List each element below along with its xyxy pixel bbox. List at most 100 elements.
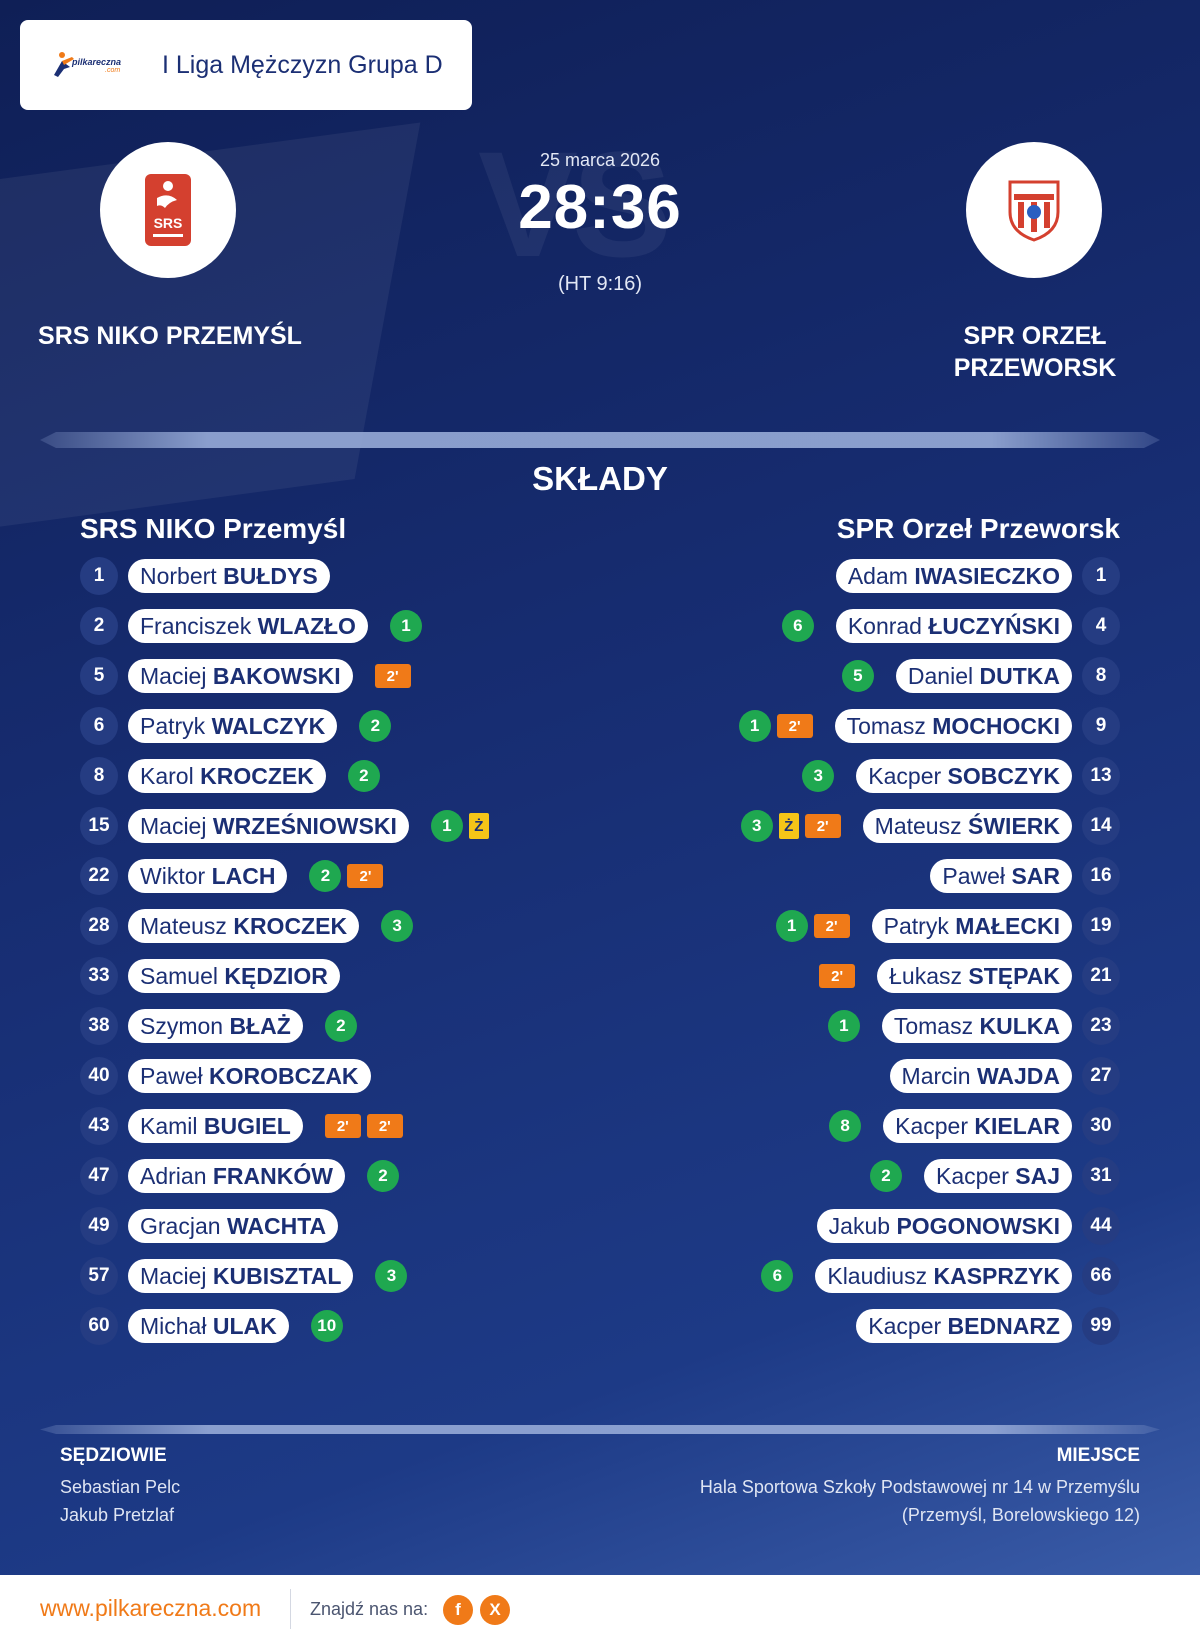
player-events: 1 [827,1010,860,1042]
player-number: 22 [80,857,118,895]
player-name[interactable]: Kacper SAJ [923,1159,1072,1193]
player-number: 33 [80,957,118,995]
player-surname: KĘDZIOR [224,963,328,989]
player-name[interactable]: Tomasz KULKA [881,1009,1072,1043]
x-icon[interactable]: X [480,1595,510,1625]
player-name[interactable]: Maciej KUBISZTAL [128,1259,354,1293]
player-name[interactable]: Konrad ŁUCZYŃSKI [835,609,1072,643]
away-lineup-title: SPR Orzeł Przeworsk [836,513,1120,544]
player-name[interactable]: Patryk WALCZYK [128,709,338,743]
website-link[interactable]: www.pilkareczna.com [40,1595,262,1621]
goals-badge: 1 [775,910,808,942]
player-name[interactable]: Michał ULAK [128,1309,289,1343]
player-name[interactable]: Kamil BUGIEL [128,1109,303,1143]
player-surname: WAJDA [976,1063,1060,1089]
player-name[interactable]: Jakub POGONOWSKI [816,1209,1072,1243]
player-events: 2 [347,760,380,792]
player-number: 15 [80,807,118,845]
player-events: 3 [375,1260,408,1292]
suspension-badge: 2' [804,814,841,838]
away-player-row: 21 Łukasz STĘPAK 2' [819,957,1120,995]
player-first-name: Kacper [935,1163,1009,1189]
match-date: 25 marca 2026 [539,150,661,170]
player-name[interactable]: Maciej BAKOWSKI [128,659,353,693]
player-events: 2' Ż 3 [740,810,841,842]
player-number: 49 [80,1207,118,1245]
away-player-row: 44 Jakub POGONOWSKI [816,1207,1120,1245]
player-first-name: Tomasz [893,1013,974,1039]
player-name[interactable]: Szymon BŁAŻ [128,1009,303,1043]
player-first-name: Norbert [140,563,217,589]
player-number: 5 [80,657,118,695]
player-first-name: Konrad [847,613,922,639]
player-name[interactable]: Paweł SAR [930,859,1072,893]
player-name[interactable]: Patryk MAŁECKI [871,909,1072,943]
player-surname: WRZEŚNIOWSKI [212,813,397,839]
player-name[interactable]: Franciszek WLAZŁO [128,609,368,643]
away-team-name-line2: PRZEWORSK [953,354,1117,382]
player-name[interactable]: Kacper BEDNARZ [856,1309,1072,1343]
player-surname: WACHTA [226,1213,327,1239]
player-surname: BUGIEL [203,1113,291,1139]
player-surname: IWASIECZKO [914,563,1060,589]
player-name[interactable]: Maciej WRZEŚNIOWSKI [128,809,409,843]
player-name[interactable]: Wiktor LACH [128,859,288,893]
player-surname: KROCZEK [233,913,348,939]
player-name[interactable]: Mateusz KROCZEK [128,909,360,943]
lineups-title: SKŁADY [532,460,668,497]
away-player-row: 16 Paweł SAR [930,857,1120,895]
logo-brand-sub: .com [105,67,121,74]
goals-badge: 10 [310,1310,343,1342]
player-number: 6 [80,707,118,745]
away-player-row: 30 Kacper KIELAR 8 [829,1107,1120,1145]
player-name[interactable]: Marcin WAJDA [889,1059,1072,1093]
player-name[interactable]: Tomasz MOCHOCKI [834,709,1072,743]
player-name[interactable]: Adam IWASIECZKO [835,559,1072,593]
pilkareczna-logo[interactable]: pilkareczna .com [50,45,140,85]
yellow-card-icon: Ż [778,813,799,839]
goals-badge: 2 [309,860,342,892]
player-number: 1 [80,557,118,595]
away-team-logo[interactable] [966,142,1102,278]
player-name[interactable]: Norbert BUŁDYS [128,559,330,593]
goals-badge: 8 [829,1110,862,1142]
player-name[interactable]: Adrian FRANKÓW [128,1159,345,1193]
goals-badge: 3 [802,760,835,792]
player-number: 43 [80,1107,118,1145]
player-first-name: Tomasz [846,713,926,739]
goals-badge: 1 [430,810,463,842]
player-first-name: Jakub [828,1213,891,1239]
yellow-card-icon: Ż [468,813,489,839]
facebook-icon[interactable]: f [443,1595,473,1625]
player-surname: FRANKÓW [212,1163,333,1189]
player-surname: KASPRZYK [933,1263,1060,1289]
suspension-badge: 2' [813,914,850,938]
player-name[interactable]: Kacper SOBCZYK [856,759,1072,793]
player-events: 2 [366,1160,399,1192]
player-first-name: Maciej [140,1263,207,1289]
orzel-crest-icon [1008,180,1060,242]
player-name[interactable]: Karol KROCZEK [128,759,326,793]
venue-name: Hala Sportowa Szkoły Podstawowej nr 14 w… [699,1477,1140,1497]
goals-badge: 2 [366,1160,399,1192]
player-number: 8 [1082,657,1120,695]
player-events: 2' 2' [324,1114,403,1138]
player-name[interactable]: Łukasz STĘPAK [877,959,1072,993]
player-name[interactable]: Daniel DUTKA [895,659,1072,693]
player-first-name: Szymon [140,1013,224,1039]
player-events: 2 [324,1010,357,1042]
away-player-row: 13 Kacper SOBCZYK 3 [802,757,1120,795]
home-team-logo[interactable]: SRS [100,142,236,278]
player-first-name: Patryk [140,713,206,739]
player-name[interactable]: Paweł KOROBCZAK [128,1059,371,1093]
player-name[interactable]: Mateusz ŚWIERK [862,809,1072,843]
player-name[interactable]: Kacper KIELAR [883,1109,1072,1143]
player-name[interactable]: Gracjan WACHTA [128,1209,339,1243]
player-events: 5 [841,660,874,692]
halftime-score: (HT 9:16) [557,273,643,295]
player-number: 1 [1082,557,1120,595]
goals-badge: 6 [761,1260,794,1292]
player-name[interactable]: Samuel KĘDZIOR [128,959,340,993]
player-first-name: Karol [140,763,194,789]
player-name[interactable]: Klaudiusz KASPRZYK [815,1259,1072,1293]
